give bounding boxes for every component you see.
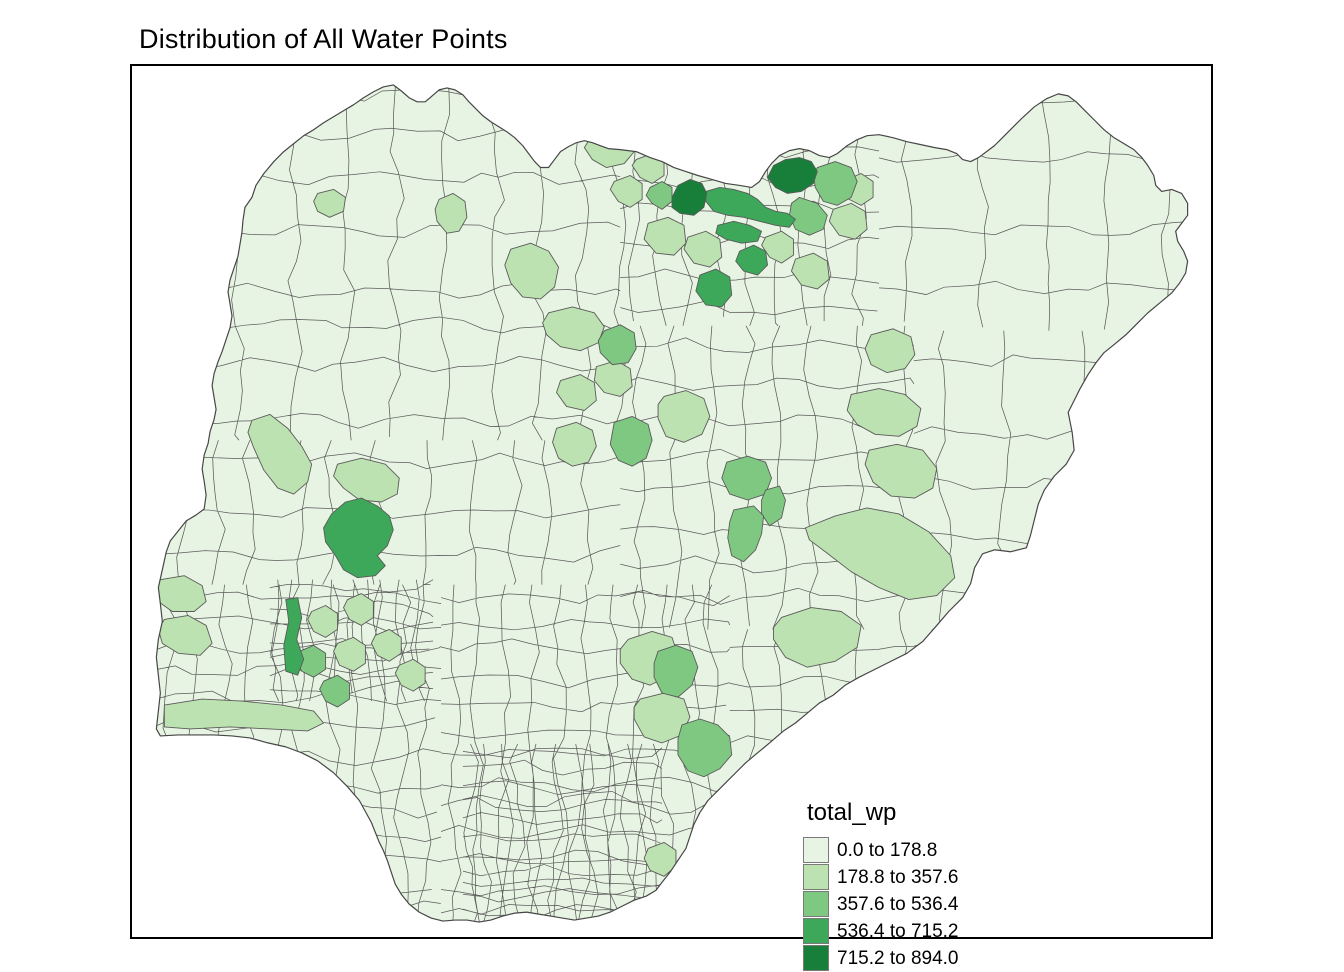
map-region-class-2 xyxy=(504,242,559,300)
map-region-class-3 xyxy=(609,415,653,467)
legend-swatch xyxy=(803,918,829,944)
map-region-class-2 xyxy=(394,658,426,692)
plot-panel: total_wp 0.0 to 178.8 178.8 to 357.6 357… xyxy=(130,64,1213,971)
map-region-class-4 xyxy=(323,497,394,579)
legend-item: 715.2 to 894.0 xyxy=(803,945,1033,972)
map-region-class-4 xyxy=(735,244,769,276)
map-region-class-3 xyxy=(653,644,699,698)
map-region-class-3 xyxy=(761,485,786,527)
map-region-class-3 xyxy=(677,718,733,778)
map-region-class-2 xyxy=(333,457,400,503)
map-region-class-4 xyxy=(705,186,796,228)
legend-rows: 0.0 to 178.8 178.8 to 357.6 357.6 to 536… xyxy=(803,837,1033,972)
map-region-class-3 xyxy=(789,196,828,236)
map-region-class-2 xyxy=(609,175,643,208)
country-outline xyxy=(155,84,1189,923)
legend: total_wp 0.0 to 178.8 178.8 to 357.6 357… xyxy=(803,799,1033,972)
map-region-class-3 xyxy=(319,674,350,708)
map-region-class-2 xyxy=(864,443,938,499)
map-region-class-4 xyxy=(715,220,763,244)
map-region-class-2 xyxy=(333,636,366,672)
page-title: Distribution of All Water Points xyxy=(139,24,508,54)
map-region-class-2 xyxy=(163,698,325,732)
legend-label: 357.6 to 536.4 xyxy=(837,893,959,915)
map-region-class-2 xyxy=(247,413,313,495)
legend-swatch xyxy=(803,891,829,917)
legend-label: 715.2 to 894.0 xyxy=(837,947,959,969)
map-region-class-2 xyxy=(657,390,711,443)
legend-swatch xyxy=(803,864,829,890)
legend-label: 178.8 to 357.6 xyxy=(837,866,959,888)
legend-item: 357.6 to 536.4 xyxy=(803,891,1033,918)
map-region-class-3 xyxy=(645,181,673,210)
map-region-class-2 xyxy=(542,306,605,352)
map-region-class-2 xyxy=(791,252,830,290)
map-region-class-2 xyxy=(828,202,868,240)
map-region-class-2 xyxy=(313,188,346,218)
choropleth-regions xyxy=(156,131,956,877)
legend-item: 536.4 to 715.2 xyxy=(803,918,1033,945)
map-region-class-2 xyxy=(307,605,338,638)
map-region-class-2 xyxy=(683,230,723,268)
map-region-class-2 xyxy=(434,192,468,234)
legend-item: 0.0 to 178.8 xyxy=(803,837,1033,864)
map-region-class-2 xyxy=(552,421,597,467)
country-base-fill xyxy=(156,84,1188,923)
map-region-class-4 xyxy=(283,597,305,676)
map-region-class-2 xyxy=(735,137,769,166)
legend-item: 178.8 to 357.6 xyxy=(803,864,1033,891)
map-region-class-2 xyxy=(370,628,402,662)
map-region-class-2 xyxy=(343,593,374,626)
map-region-class-2 xyxy=(761,230,794,264)
map-region-class-4 xyxy=(695,268,733,308)
map-region-class-2 xyxy=(804,507,956,600)
map-region-class-5 xyxy=(767,157,818,194)
map-region-class-3 xyxy=(597,324,637,366)
legend-swatch xyxy=(803,945,829,971)
map-region-class-2 xyxy=(643,216,687,256)
map-region-class-2 xyxy=(864,328,916,374)
map-region-class-3 xyxy=(727,505,765,563)
map-region-class-5 xyxy=(671,179,708,216)
map-region-class-2 xyxy=(846,388,922,437)
legend-swatch xyxy=(803,837,829,863)
map-region-class-2 xyxy=(773,607,862,668)
legend-label: 536.4 to 715.2 xyxy=(837,920,959,942)
legend-title: total_wp xyxy=(807,799,897,826)
nigeria-choropleth-map xyxy=(155,84,1189,923)
map-region-class-2 xyxy=(556,374,597,411)
legend-label: 0.0 to 178.8 xyxy=(837,839,938,861)
